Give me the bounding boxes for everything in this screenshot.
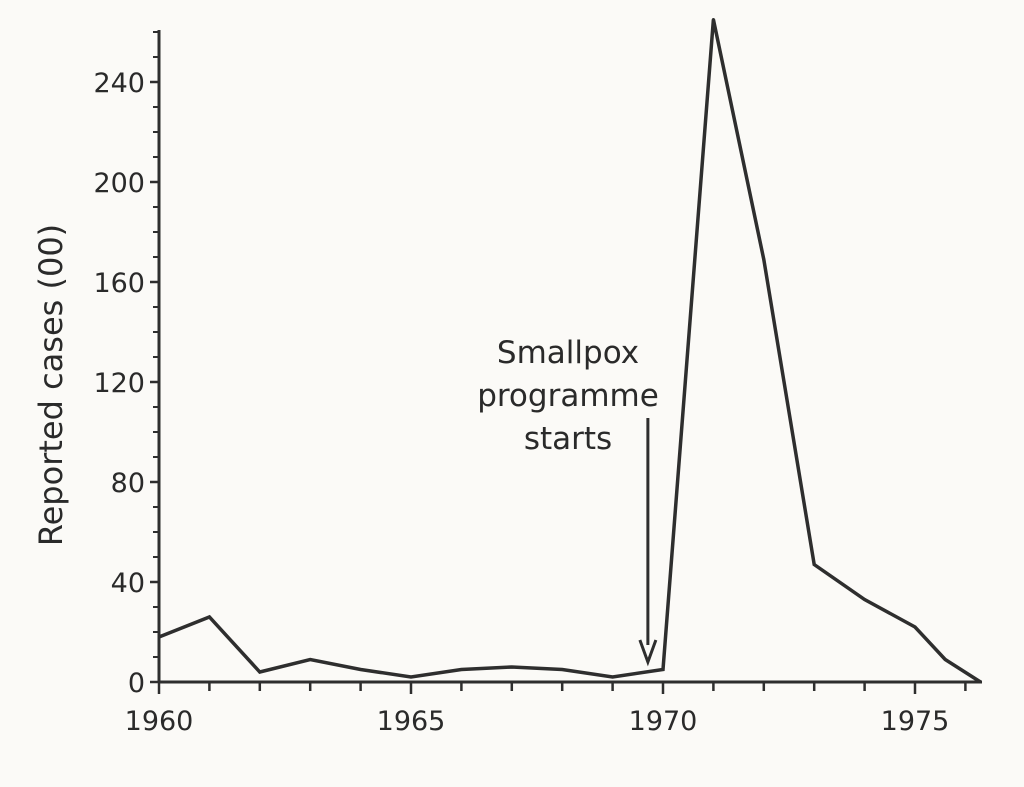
plot-area: [157, 18, 983, 684]
data-point: [711, 18, 715, 21]
y-tick-label: 80: [111, 468, 145, 499]
x-axis: 1960 1965 1970 1975: [125, 680, 982, 737]
data-point: [409, 675, 413, 679]
data-point: [510, 665, 514, 669]
y-tick-label: 0: [128, 668, 145, 699]
x-tick-label: 1965: [377, 706, 446, 737]
data-point: [308, 658, 312, 661]
y-tick-label: 160: [93, 268, 145, 299]
data-point: [913, 625, 917, 629]
data-point: [207, 615, 211, 619]
x-tick-label: 1960: [125, 706, 194, 737]
y-tick-label: 40: [111, 568, 145, 599]
data-point: [560, 668, 564, 671]
data-point: [611, 675, 615, 679]
data-point: [661, 668, 665, 671]
y-axis-title: Reported cases (00): [32, 224, 70, 546]
data-point: [258, 670, 262, 674]
data-point: [812, 563, 816, 566]
annotation-arrow-head: [638, 639, 658, 667]
annotation: Smallpox programme starts: [477, 335, 659, 667]
data-point: [359, 668, 363, 671]
annotation-text: starts: [524, 421, 612, 457]
data-point: [157, 635, 161, 639]
annotation-text: programme: [477, 378, 659, 414]
y-tick-label: 120: [93, 368, 145, 399]
annotation-text: Smallpox: [497, 335, 639, 371]
y-axis: 0 40 80 120 160 200 240: [93, 30, 161, 699]
data-point: [762, 258, 766, 261]
x-tick-label: 1970: [629, 706, 698, 737]
data-point: [459, 668, 463, 671]
y-tick-label: 240: [93, 68, 145, 99]
series-line: [158, 19, 982, 684]
data-point: [979, 680, 983, 684]
y-tick-label: 200: [93, 168, 145, 199]
data-point: [943, 658, 947, 661]
data-point: [863, 598, 867, 601]
x-tick-label: 1975: [881, 706, 950, 737]
